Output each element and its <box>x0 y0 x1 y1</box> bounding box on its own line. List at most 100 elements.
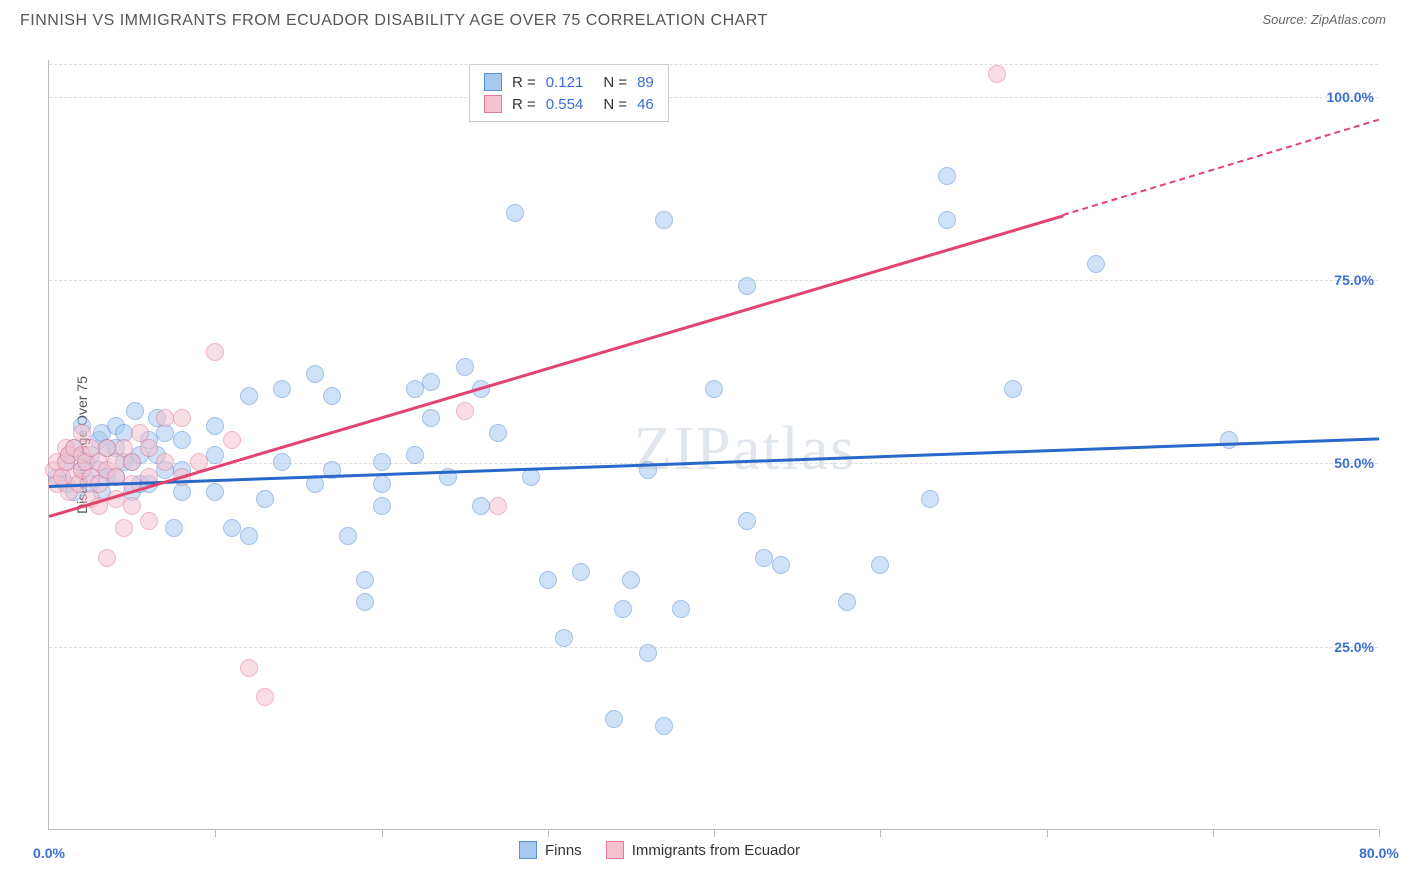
data-point <box>655 211 673 229</box>
x-tick <box>714 829 715 837</box>
data-point <box>755 549 773 567</box>
chart-title: FINNISH VS IMMIGRANTS FROM ECUADOR DISAB… <box>20 12 768 30</box>
data-point <box>256 688 274 706</box>
data-point <box>323 387 341 405</box>
grid-line <box>49 64 1378 65</box>
legend-label: Immigrants from Ecuador <box>632 842 800 859</box>
data-point <box>273 453 291 471</box>
data-point <box>614 600 632 618</box>
data-point <box>605 710 623 728</box>
grid-line <box>49 647 1378 648</box>
data-point <box>206 343 224 361</box>
legend-n-value: 46 <box>637 96 654 113</box>
data-point <box>373 497 391 515</box>
legend-n-label: N = <box>603 74 627 91</box>
data-point <box>156 453 174 471</box>
series-legend: Finns Immigrants from Ecuador <box>519 841 800 859</box>
data-point <box>140 512 158 530</box>
data-point <box>655 717 673 735</box>
data-point <box>240 387 258 405</box>
x-tick <box>880 829 881 837</box>
legend-swatch <box>519 841 537 859</box>
y-tick-label: 75.0% <box>1334 272 1382 288</box>
data-point <box>838 593 856 611</box>
data-point <box>422 373 440 391</box>
data-point <box>273 380 291 398</box>
data-point <box>126 402 144 420</box>
x-tick <box>215 829 216 837</box>
data-point <box>123 453 141 471</box>
data-point <box>921 490 939 508</box>
data-point <box>489 424 507 442</box>
data-point <box>356 571 374 589</box>
y-tick-label: 25.0% <box>1334 639 1382 655</box>
data-point <box>373 475 391 493</box>
x-tick-label: 80.0% <box>1359 845 1399 861</box>
source-label: Source: ZipAtlas.com <box>1262 12 1386 27</box>
data-point <box>165 519 183 537</box>
data-point <box>240 659 258 677</box>
trend-line <box>1063 119 1379 216</box>
data-point <box>422 409 440 427</box>
trend-line <box>49 214 1064 517</box>
legend-row: R =0.554N =46 <box>484 93 654 115</box>
data-point <box>406 380 424 398</box>
legend-r-label: R = <box>512 74 536 91</box>
data-point <box>115 519 133 537</box>
data-point <box>140 439 158 457</box>
legend-r-value: 0.121 <box>546 74 584 91</box>
data-point <box>206 483 224 501</box>
data-point <box>572 563 590 581</box>
data-point <box>672 600 690 618</box>
correlation-legend: R = 0.121 N = 89R = 0.554 N = 46 <box>469 64 669 122</box>
legend-swatch <box>606 841 624 859</box>
data-point <box>489 497 507 515</box>
data-point <box>506 204 524 222</box>
data-point <box>98 549 116 567</box>
data-point <box>173 409 191 427</box>
grid-line <box>49 280 1378 281</box>
data-point <box>705 380 723 398</box>
data-point <box>472 497 490 515</box>
legend-item: Finns <box>519 841 582 859</box>
legend-n-label: N = <box>603 96 627 113</box>
data-point <box>223 431 241 449</box>
data-point <box>356 593 374 611</box>
legend-n-value: 89 <box>637 74 654 91</box>
data-point <box>772 556 790 574</box>
legend-r-value: 0.554 <box>546 96 584 113</box>
legend-item: Immigrants from Ecuador <box>606 841 800 859</box>
data-point <box>738 512 756 530</box>
data-point <box>406 446 424 464</box>
data-point <box>938 211 956 229</box>
x-tick <box>1213 829 1214 837</box>
data-point <box>456 402 474 420</box>
data-point <box>522 468 540 486</box>
data-point <box>622 571 640 589</box>
legend-label: Finns <box>545 842 582 859</box>
x-tick <box>548 829 549 837</box>
data-point <box>555 629 573 647</box>
data-point <box>206 446 224 464</box>
x-tick <box>1379 829 1380 837</box>
data-point <box>738 277 756 295</box>
data-point <box>539 571 557 589</box>
x-tick <box>1047 829 1048 837</box>
data-point <box>173 431 191 449</box>
legend-swatch <box>484 95 502 113</box>
y-tick-label: 100.0% <box>1327 89 1382 105</box>
grid-line <box>49 97 1378 98</box>
data-point <box>240 527 258 545</box>
scatter-chart: Disability Age Over 75 ZIPatlas 25.0%50.… <box>48 60 1378 830</box>
data-point <box>1004 380 1022 398</box>
data-point <box>988 65 1006 83</box>
data-point <box>456 358 474 376</box>
data-point <box>1087 255 1105 273</box>
data-point <box>256 490 274 508</box>
x-tick <box>382 829 383 837</box>
x-tick-label: 0.0% <box>33 845 65 861</box>
data-point <box>306 365 324 383</box>
legend-row: R = 0.121 N = 89 <box>484 71 654 93</box>
data-point <box>156 409 174 427</box>
data-point <box>871 556 889 574</box>
